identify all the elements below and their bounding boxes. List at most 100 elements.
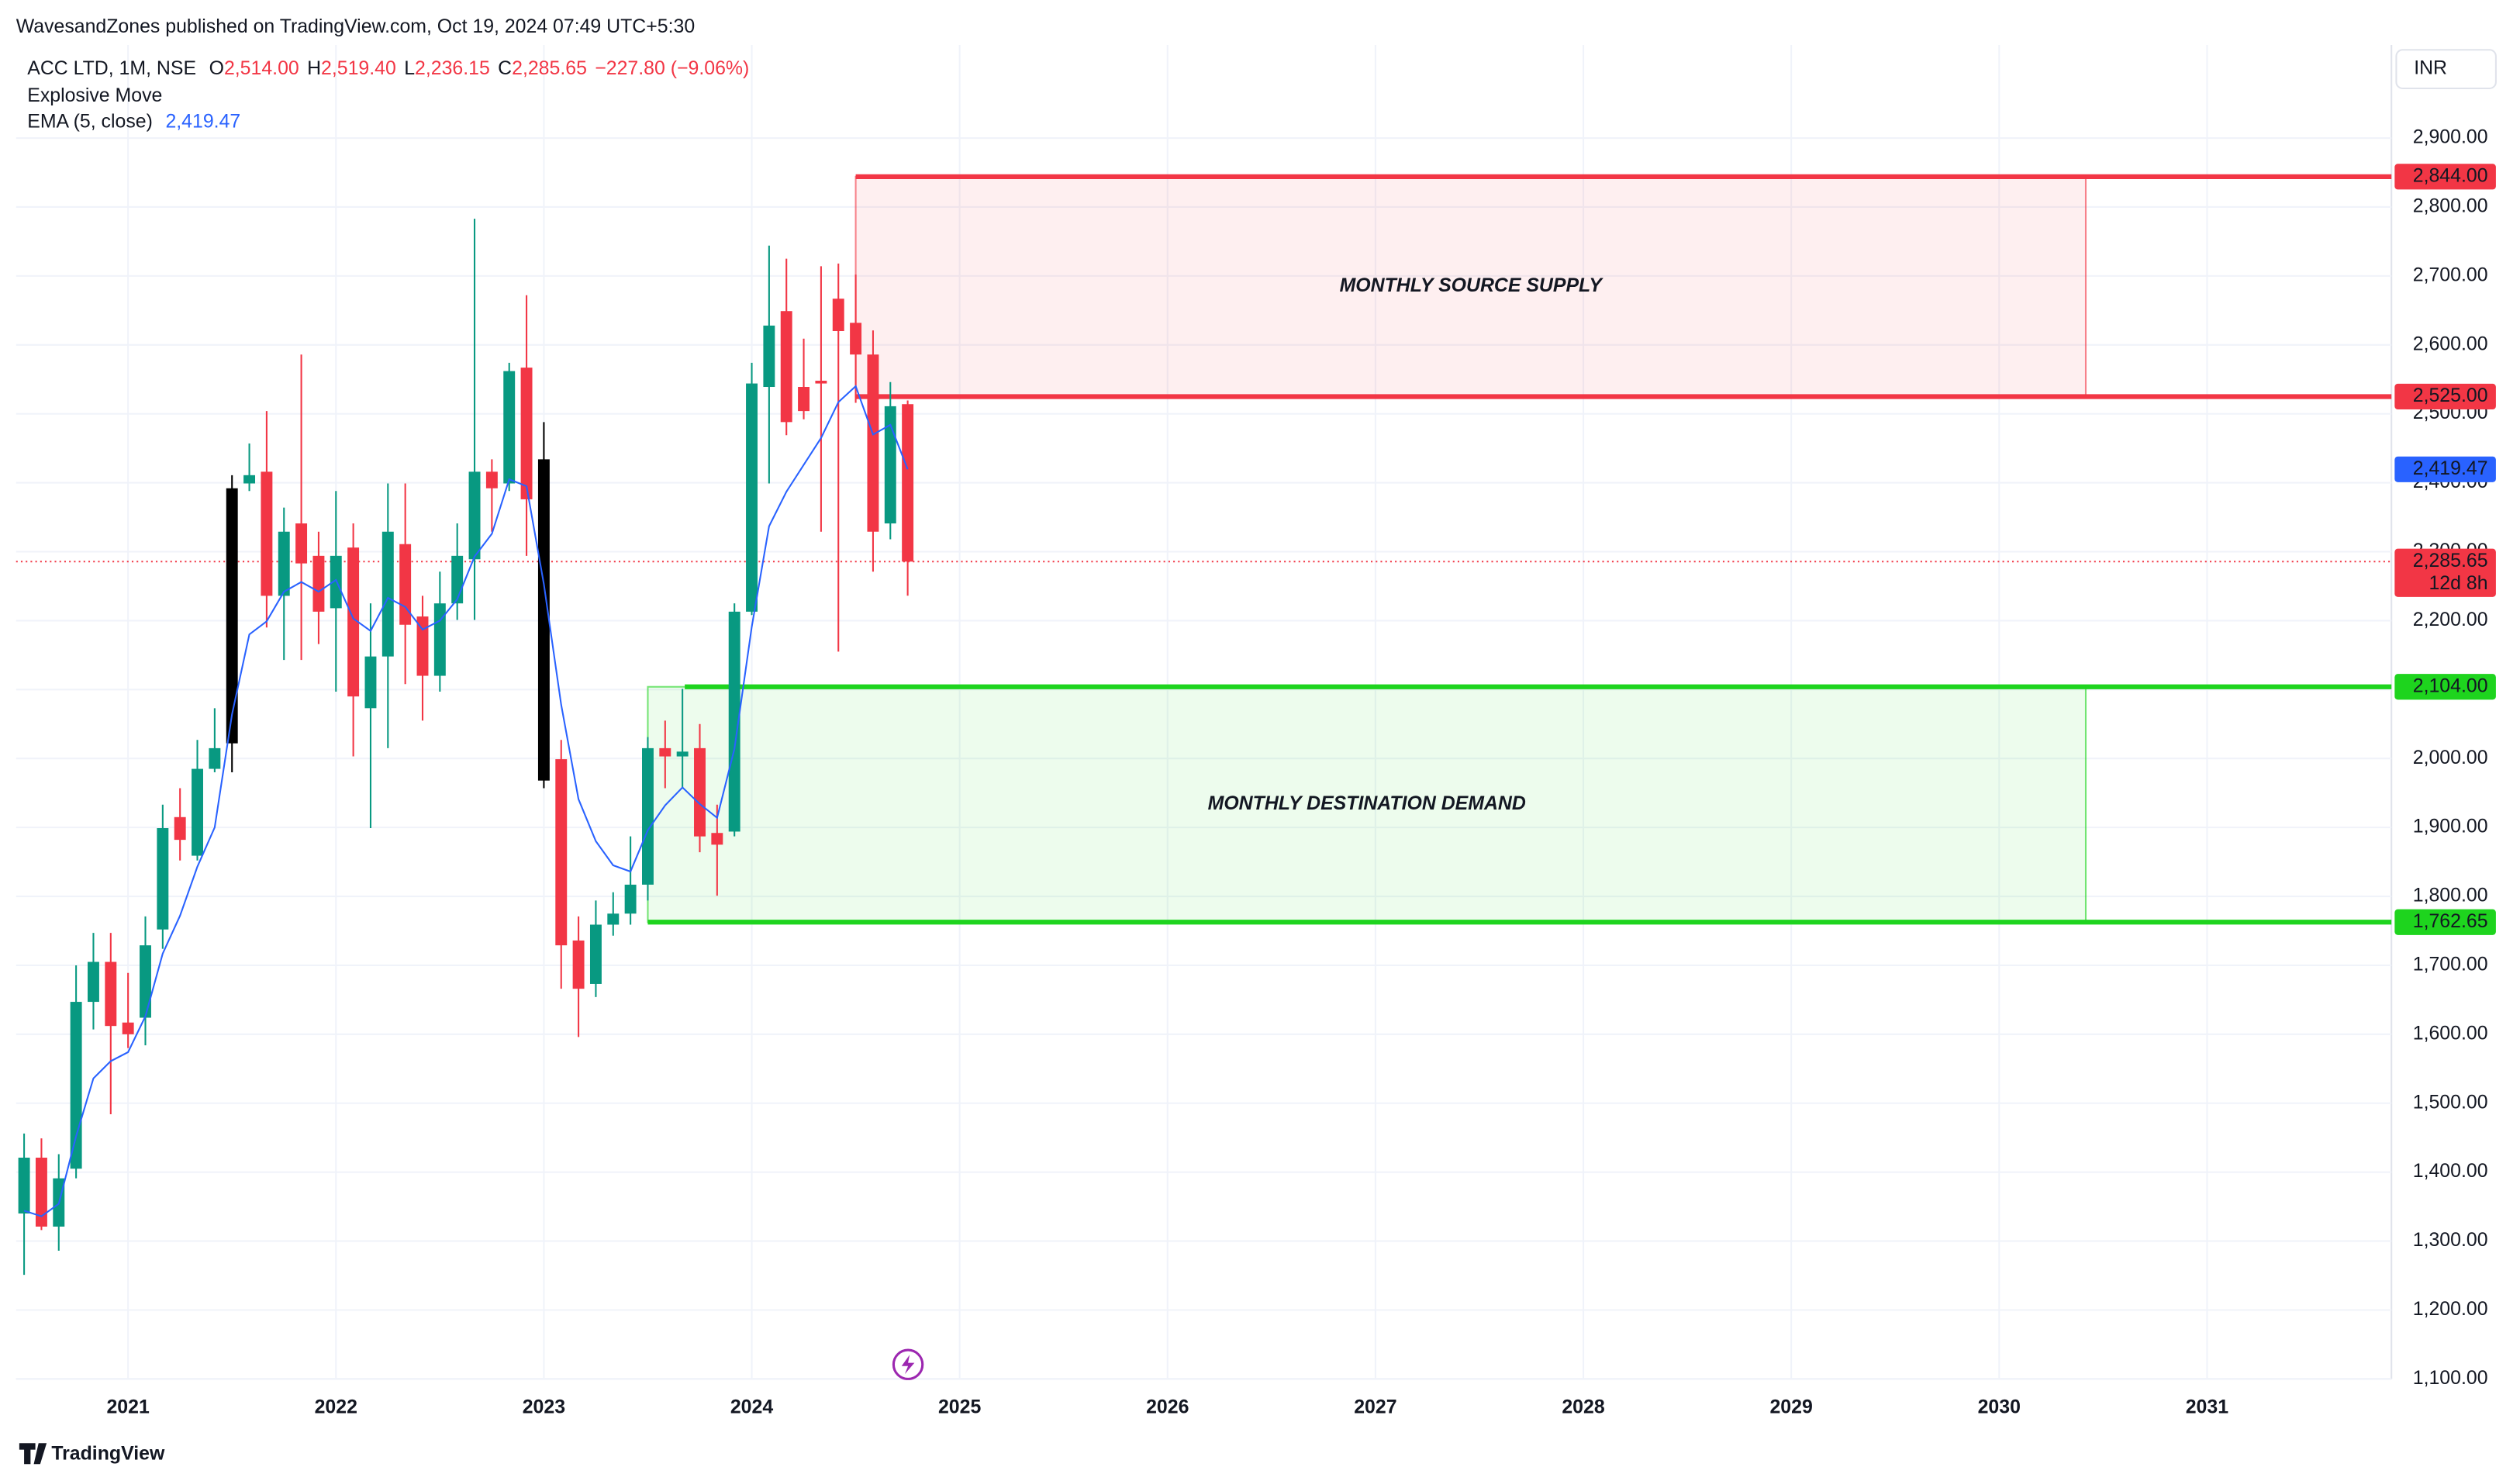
price-label-box <box>2394 548 2496 597</box>
y-tick-label: 1,600.00 <box>2413 1022 2488 1044</box>
body <box>105 961 117 1027</box>
legend-line: ACC LTD, 1M, NSE O2,514.00 H2,519.40 L2,236… <box>27 57 749 79</box>
body <box>503 371 516 484</box>
body <box>226 488 238 744</box>
body <box>312 555 325 612</box>
body <box>347 547 360 697</box>
body <box>798 387 810 412</box>
ohlc-letter: C <box>498 57 512 79</box>
body <box>711 833 723 845</box>
y-tick-label: 2,700.00 <box>2413 264 2488 285</box>
body <box>815 381 827 384</box>
y-tick-label: 2,900.00 <box>2413 126 2488 148</box>
y-tick-label: 1,500.00 <box>2413 1091 2488 1113</box>
y-tick-label: 2,200.00 <box>2413 609 2488 630</box>
x-tick-label: 2027 <box>1354 1396 1396 1417</box>
body <box>278 531 290 596</box>
body <box>763 325 775 388</box>
body <box>70 1002 82 1169</box>
y-tick-label: 2,800.00 <box>2413 195 2488 217</box>
body <box>832 299 844 332</box>
y-tick-label: 1,200.00 <box>2413 1298 2488 1320</box>
event-bolt <box>901 1355 915 1375</box>
body <box>416 616 429 676</box>
ohlc-value: 2,519.40 <box>321 57 396 79</box>
price-label-box <box>2394 456 2496 482</box>
body <box>209 747 221 769</box>
ema-value: 2,419.47 <box>165 110 240 132</box>
y-tick-label: 1,700.00 <box>2413 954 2488 975</box>
zone-label: MONTHLY SOURCE SUPPLY <box>1340 274 1604 296</box>
body <box>433 603 446 676</box>
y-tick-label: 1,900.00 <box>2413 816 2488 837</box>
price-label: 2,104.00 <box>2413 675 2488 696</box>
zones: MONTHLY SOURCE SUPPLY MONTHLY DESTINATION… <box>16 174 2392 925</box>
body <box>607 913 620 925</box>
x-tick-label: 2031 <box>2186 1396 2228 1417</box>
price-label: 2,419.47 <box>2413 457 2488 479</box>
body <box>867 354 879 532</box>
indicator: Explosive Move <box>27 85 162 106</box>
zone-box <box>854 175 2087 398</box>
body <box>381 531 394 657</box>
body <box>295 523 308 564</box>
price-label-box <box>2394 674 2496 700</box>
currency: INR <box>2414 57 2447 79</box>
x-tick-label: 2024 <box>730 1396 773 1417</box>
symbol: ACC LTD, 1M, NSE <box>27 57 196 79</box>
ohlc-letter: O <box>209 57 224 79</box>
ema-legend: EMA (5, close) 2,419.47 <box>27 110 240 132</box>
body <box>624 884 637 914</box>
x-tick-label: 2025 <box>938 1396 981 1417</box>
candles <box>18 219 914 1276</box>
price-label: 2,844.00 <box>2413 164 2488 186</box>
x-tick-label: 2023 <box>523 1396 565 1417</box>
body <box>850 323 862 355</box>
zone-label: MONTHLY DESTINATION DEMAND <box>1208 792 1526 814</box>
ema-name: EMA (5, close) <box>27 110 153 132</box>
y-tick-label: 1,100.00 <box>2413 1367 2488 1389</box>
body <box>659 747 671 757</box>
body <box>192 768 203 856</box>
x-tick-label: 2021 <box>106 1396 149 1417</box>
body <box>140 945 151 1018</box>
logo <box>19 1443 47 1465</box>
body <box>468 471 481 560</box>
body <box>746 383 758 612</box>
body <box>364 656 377 709</box>
y-tick-label: 2,000.00 <box>2413 747 2488 768</box>
x-tick-label: 2026 <box>1146 1396 1189 1417</box>
price-label-box <box>2394 164 2496 190</box>
body <box>642 747 654 885</box>
y-tick-label: 2,600.00 <box>2413 333 2488 354</box>
x-tick-label: 2030 <box>1978 1396 2021 1417</box>
body <box>902 404 914 562</box>
body <box>261 471 273 596</box>
body <box>174 816 186 841</box>
y-tick-label: 1,800.00 <box>2413 885 2488 906</box>
body <box>520 368 533 499</box>
footer: TradingView <box>51 1442 165 1464</box>
price-label: 2,525.00 <box>2413 385 2488 406</box>
body <box>572 940 585 989</box>
price-label: 1,762.65 <box>2413 910 2488 932</box>
body <box>884 406 896 524</box>
body <box>330 555 342 609</box>
body <box>243 475 256 484</box>
currency-box <box>2395 49 2497 90</box>
x-tick-label: 2029 <box>1769 1396 1812 1417</box>
price-label-box <box>2394 383 2496 410</box>
change: −227.80 (−9.06%) <box>595 57 749 79</box>
ohlc-value: 2,514.00 <box>224 57 299 79</box>
x-tick-label: 2022 <box>315 1396 357 1417</box>
price-label-box <box>2394 909 2496 935</box>
body <box>728 611 740 832</box>
price-label: 2,285.65 <box>2413 550 2488 571</box>
body <box>555 759 568 946</box>
body <box>676 751 689 757</box>
ohlc-value: 2,236.15 <box>415 57 490 79</box>
countdown: 12d 8h <box>2429 572 2487 594</box>
body <box>451 555 464 604</box>
